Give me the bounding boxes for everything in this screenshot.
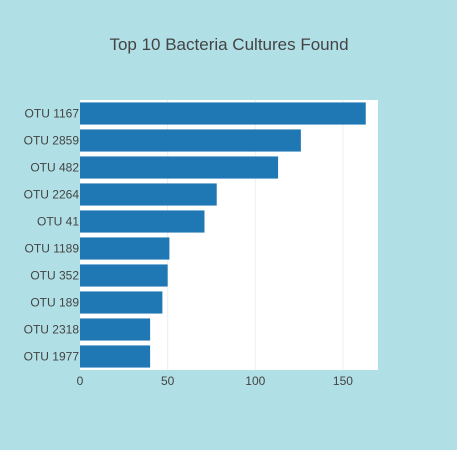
bar-otu-482[interactable] — [80, 156, 279, 179]
bars — [80, 102, 366, 368]
x-tick-label: 0 — [77, 374, 84, 388]
chart-title: Top 10 Bacteria Cultures Found — [109, 35, 348, 54]
bar-otu-2264[interactable] — [80, 183, 217, 206]
y-tick-label: OTU 1167 — [25, 107, 80, 121]
y-tick-label: OTU 2859 — [24, 134, 80, 148]
bar-otu-41[interactable] — [80, 210, 205, 233]
y-tick-label: OTU 2264 — [24, 188, 80, 202]
y-tick-label: OTU 2318 — [24, 323, 80, 337]
bar-otu-1977[interactable] — [80, 345, 151, 368]
bar-otu-189[interactable] — [80, 291, 163, 314]
bar-otu-352[interactable] — [80, 264, 168, 287]
y-tick-label: OTU 41 — [37, 215, 79, 229]
bar-otu-2859[interactable] — [80, 129, 301, 152]
bar-otu-1167[interactable] — [80, 102, 366, 125]
y-tick-label: OTU 1189 — [25, 242, 80, 256]
y-tick-label: OTU 482 — [30, 161, 79, 175]
y-tick-label: OTU 352 — [30, 269, 79, 283]
y-tick-label: OTU 189 — [30, 296, 79, 310]
y-tick-label: OTU 1977 — [24, 350, 80, 364]
x-tick-label: 50 — [161, 374, 175, 388]
x-tick-label: 100 — [245, 374, 265, 388]
x-tick-label: 150 — [333, 374, 353, 388]
bar-otu-1189[interactable] — [80, 237, 170, 260]
y-axis: OTU 1167 OTU 2859 OTU 482 OTU 2264 OTU 41 OTU… — [24, 107, 80, 364]
x-axis: 0 50 100 150 — [77, 374, 354, 388]
bar-otu-2318[interactable] — [80, 318, 151, 341]
